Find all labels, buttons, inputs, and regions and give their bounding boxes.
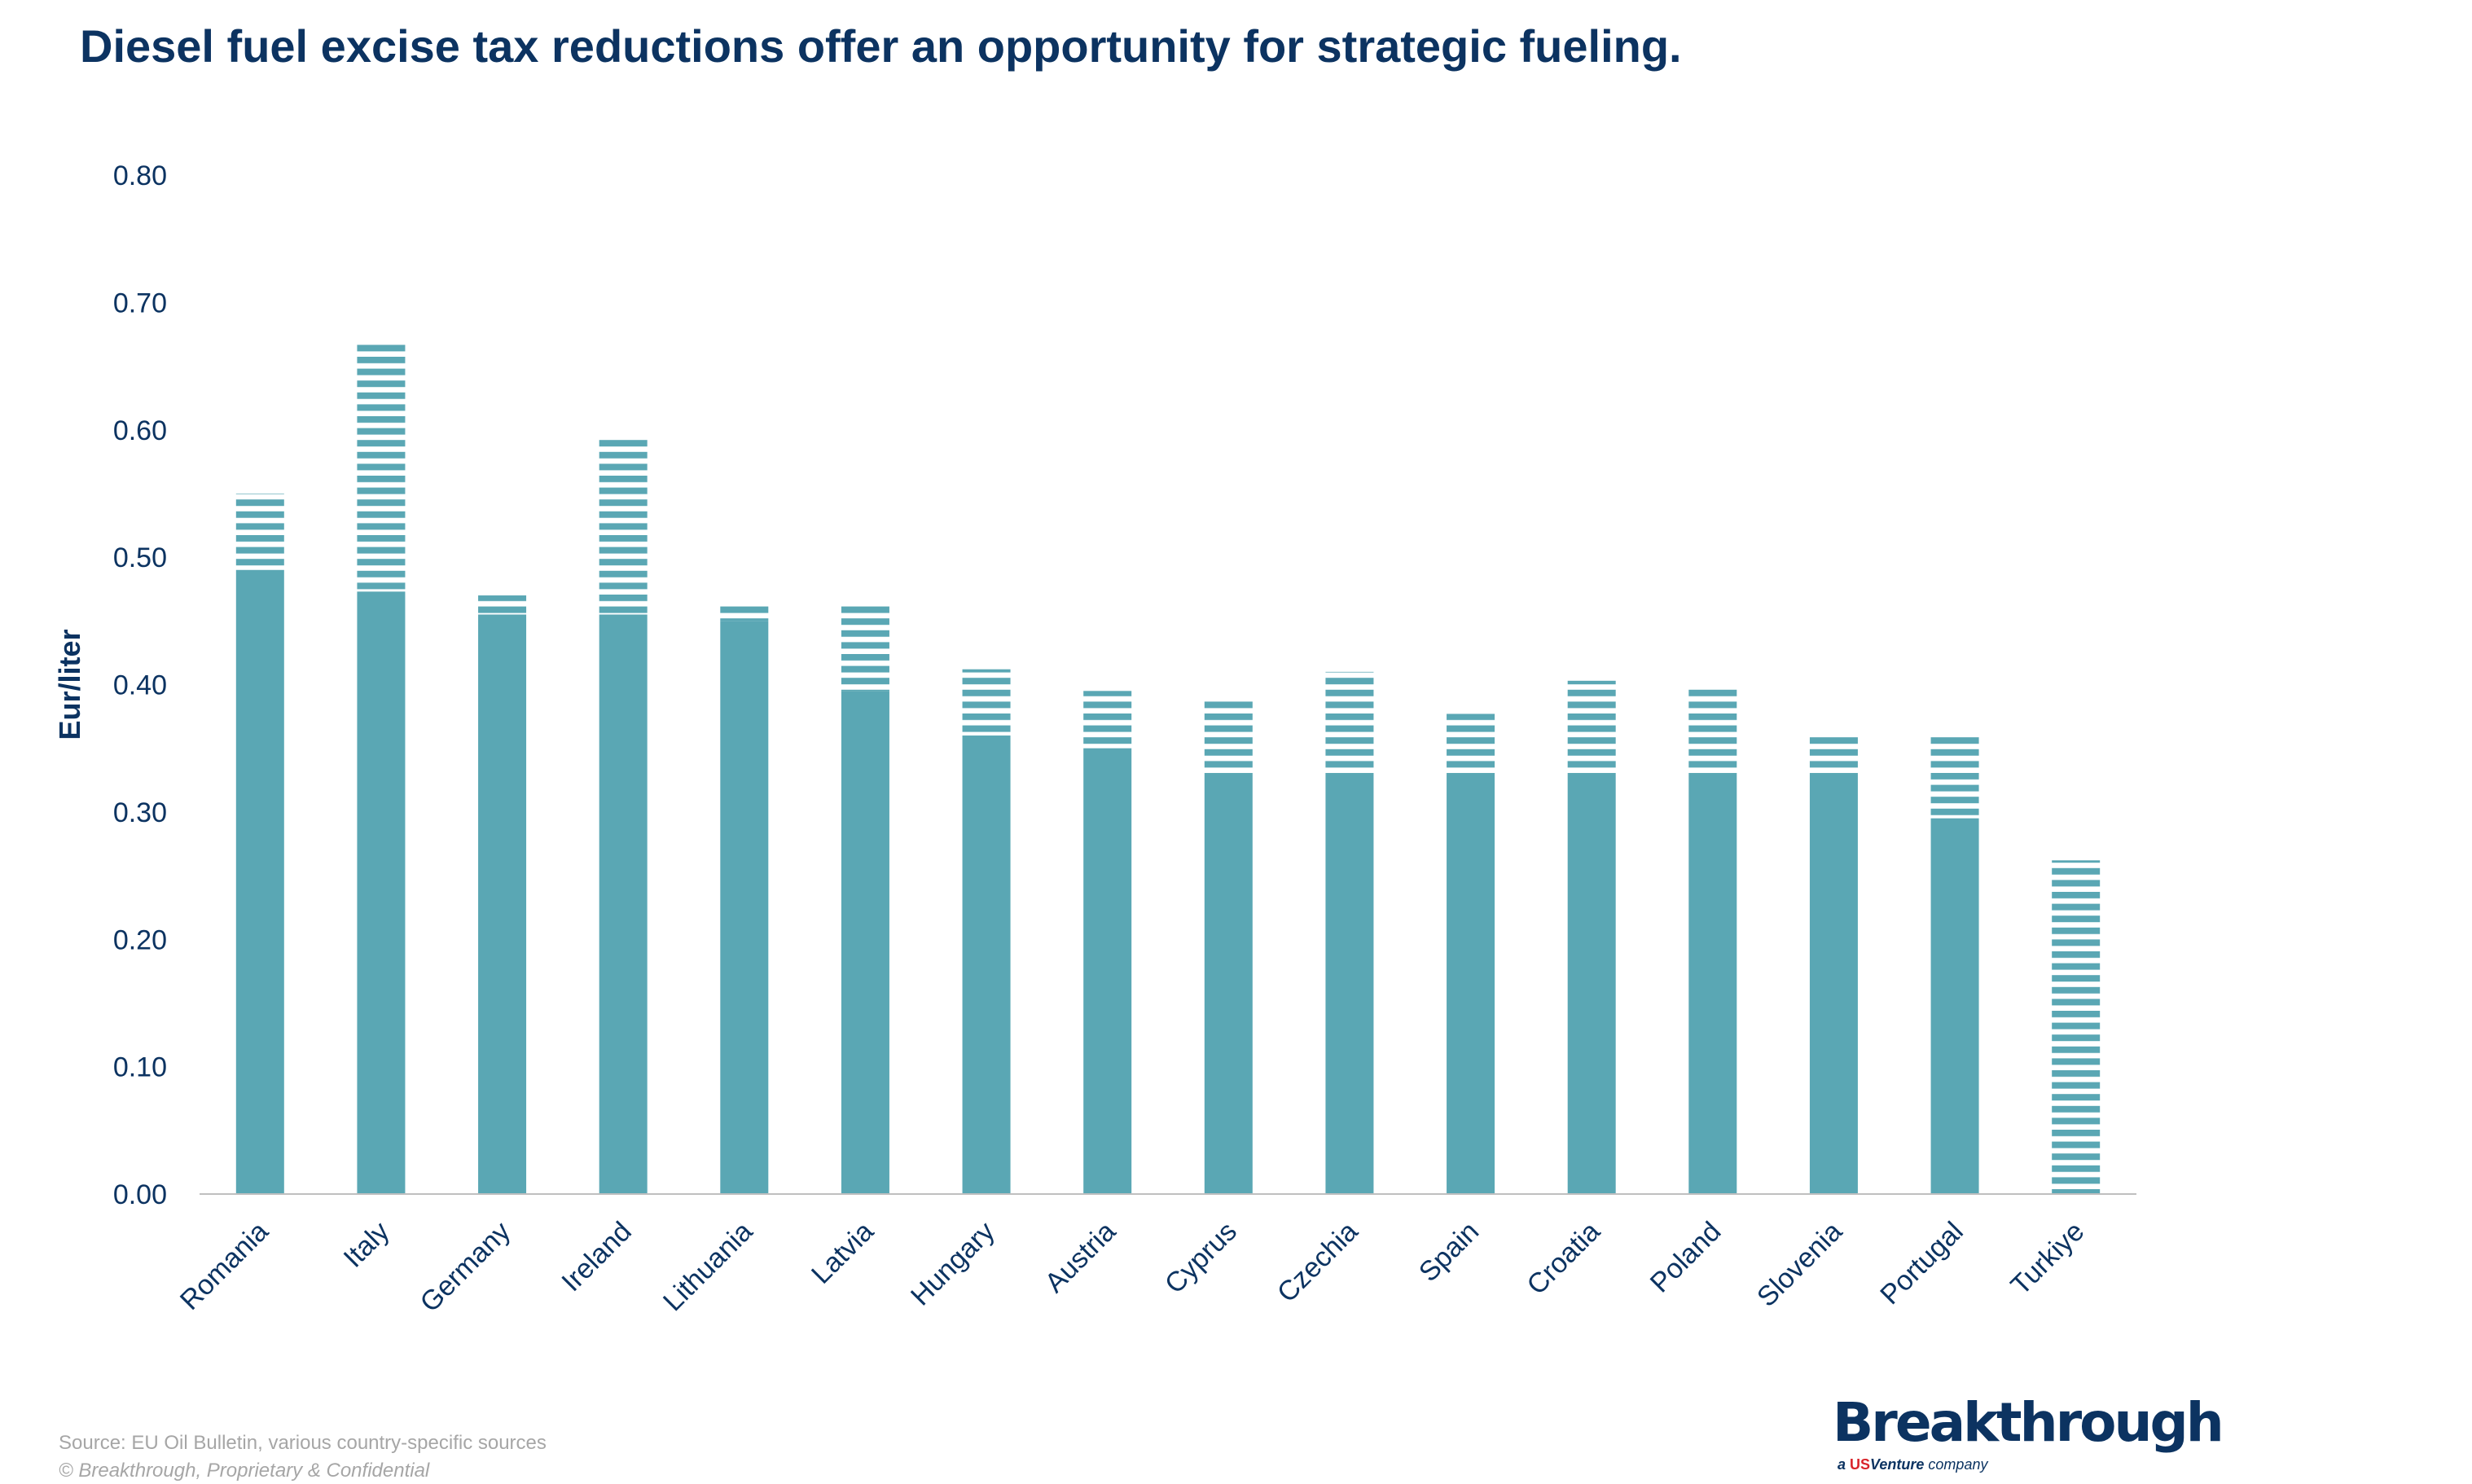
y-axis-label: Eur/liter (53, 629, 86, 740)
bar-striped (1083, 691, 1132, 749)
y-tick-label: 0.00 (113, 1179, 167, 1210)
bar-striped (357, 340, 406, 592)
bar-solid (1325, 773, 1374, 1194)
bar-solid (1567, 773, 1616, 1194)
logo-wordmark: Breakthrough (1833, 1391, 2224, 1454)
source-note: Source: EU Oil Bulletin, various country… (59, 1432, 547, 1454)
bar-striped (599, 436, 648, 615)
x-tick-label: Spain (1413, 1216, 1485, 1288)
y-tick-label: 0.10 (113, 1052, 167, 1083)
y-tick-label: 0.70 (113, 288, 167, 318)
y-tick-label: 0.30 (113, 797, 167, 828)
tagline-brand: Venture (1870, 1456, 1925, 1473)
chart-title: Diesel fuel excise tax reductions offer … (80, 20, 1682, 72)
bar-striped (1930, 735, 1979, 819)
y-tick-label: 0.40 (113, 670, 167, 701)
tagline-us: US (1850, 1456, 1871, 1473)
bar-solid (478, 614, 527, 1194)
breakthrough-logo: Breakthrough a USVenture company (1833, 1391, 2224, 1474)
bar-striped (1688, 684, 1737, 774)
bar-striped (235, 493, 284, 570)
x-tick-label: Poland (1644, 1216, 1728, 1299)
bar-solid (841, 691, 889, 1194)
tagline-prefix: a (1838, 1456, 1846, 1473)
y-tick-label: 0.80 (113, 160, 167, 191)
bar-striped (1809, 732, 1858, 774)
x-tick-label: Italy (338, 1216, 396, 1274)
bar-solid (1688, 773, 1737, 1194)
bar-solid (1204, 773, 1253, 1194)
x-tick-label: Lithuania (657, 1216, 759, 1318)
x-tick-label: Hungary (905, 1216, 1001, 1312)
bar-solid (235, 569, 284, 1194)
bar-striped (478, 595, 527, 615)
bar-solid (1809, 773, 1858, 1194)
x-tick-label: Turkiye (2005, 1216, 2091, 1302)
logo-tagline: a USVenture company (1838, 1455, 2222, 1474)
x-tick-label: Slovenia (1751, 1216, 1848, 1313)
bar-solid (599, 614, 648, 1194)
bar-striped (841, 605, 889, 692)
x-tick-label: Ireland (555, 1216, 637, 1297)
bar-striped (2052, 860, 2101, 1194)
bar-solid (357, 591, 406, 1194)
bar-chart: 0.00 0.10 0.20 0.30 0.40 0.50 0.60 0.70 0.80 Eur/… (53, 160, 2136, 1319)
y-tick-label: 0.50 (113, 542, 167, 573)
bar-striped (1447, 713, 1495, 774)
tagline-suffix: company (1928, 1456, 1988, 1473)
y-tick-label: 0.60 (113, 415, 167, 446)
bar-striped (1204, 697, 1253, 774)
x-tick-label: Czechia (1271, 1216, 1364, 1309)
bar-striped (720, 601, 769, 621)
x-tick-label: Croatia (1521, 1216, 1605, 1301)
x-tick-label: Portugal (1874, 1216, 1969, 1311)
bar-solid (1930, 818, 1979, 1194)
x-tick-label: Austria (1039, 1216, 1122, 1299)
bar-striped (1567, 680, 1616, 774)
bar-solid (720, 621, 769, 1194)
bar-solid (1447, 773, 1495, 1194)
bar-solid (1083, 748, 1132, 1194)
x-tick-label: Cyprus (1159, 1216, 1243, 1300)
x-tick-label: Germany (414, 1216, 516, 1319)
bar-striped (962, 669, 1011, 736)
y-tick-label: 0.20 (113, 924, 167, 955)
bar-striped (1325, 671, 1374, 774)
x-tick-label: Latvia (806, 1216, 880, 1290)
bar-solid (962, 735, 1011, 1194)
copyright-note: © Breakthrough, Proprietary & Confidenti… (59, 1460, 430, 1482)
x-tick-label: Romania (174, 1216, 274, 1316)
